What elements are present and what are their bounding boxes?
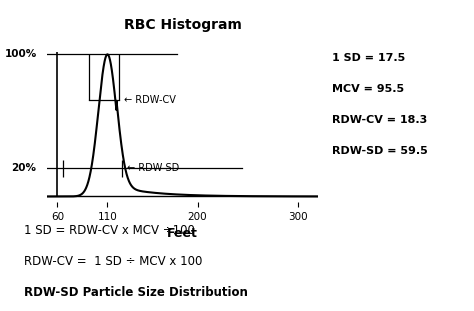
X-axis label: Feet: Feet [167,227,198,240]
Text: RDW-SD Particle Size Distribution: RDW-SD Particle Size Distribution [24,286,247,299]
Title: RBC Histogram: RBC Histogram [124,18,241,32]
Text: MCV = 95.5: MCV = 95.5 [332,84,404,94]
Text: RDW-CV = 18.3: RDW-CV = 18.3 [332,115,427,125]
Text: 1 SD = RDW-CV x MCV ÷100: 1 SD = RDW-CV x MCV ÷100 [24,224,194,237]
Text: 1 SD = 17.5: 1 SD = 17.5 [332,53,405,63]
Text: 20%: 20% [11,163,36,173]
Text: ← RDW-CV: ← RDW-CV [125,95,176,105]
Text: 100%: 100% [4,49,36,59]
Text: ← RDW-SD: ← RDW-SD [128,163,180,173]
Text: RDW-CV =  1 SD ÷ MCV x 100: RDW-CV = 1 SD ÷ MCV x 100 [24,255,202,268]
Text: RDW-SD = 59.5: RDW-SD = 59.5 [332,146,428,156]
